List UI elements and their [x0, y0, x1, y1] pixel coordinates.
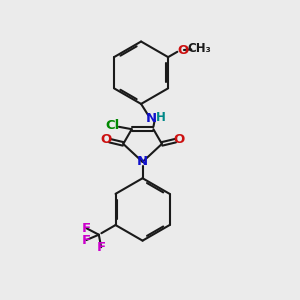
Text: F: F: [82, 234, 91, 247]
Text: O: O: [177, 44, 188, 57]
Text: H: H: [156, 111, 166, 124]
Text: N: N: [137, 155, 148, 168]
Text: CH₃: CH₃: [187, 42, 211, 55]
Text: N: N: [146, 112, 157, 124]
Text: F: F: [82, 222, 91, 235]
Text: F: F: [97, 241, 106, 254]
Text: Cl: Cl: [105, 119, 120, 132]
Text: O: O: [173, 133, 185, 146]
Text: O: O: [100, 133, 112, 146]
